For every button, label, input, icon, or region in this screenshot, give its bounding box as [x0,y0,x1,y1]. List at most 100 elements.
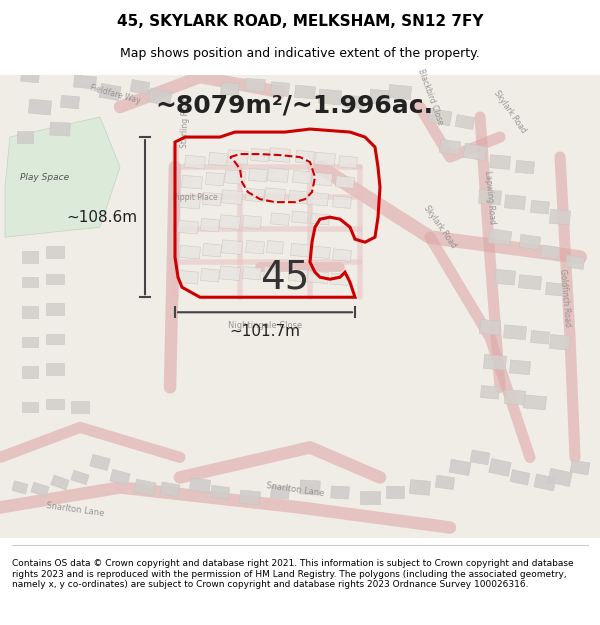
Bar [265,188,286,202]
Text: Fieldfare Way: Fieldfare Way [89,83,141,105]
Bar [570,460,590,475]
Bar [221,240,242,254]
Bar [90,454,110,471]
Bar [360,491,380,504]
Bar [335,176,355,188]
Bar [22,366,38,378]
Bar [46,399,64,409]
Bar [505,195,526,209]
Bar [523,395,547,410]
Bar [489,459,511,476]
Bar [346,96,364,109]
Bar [565,255,585,269]
Bar [296,151,314,164]
Bar [148,88,172,106]
Bar [311,213,329,225]
Bar [548,468,572,487]
Bar [428,108,452,126]
Bar [439,139,461,155]
Bar [463,143,487,161]
Bar [289,269,307,282]
Bar [293,171,311,184]
Bar [319,89,341,105]
Bar [46,363,64,376]
Bar [22,278,38,288]
Text: Skylark Road: Skylark Road [422,204,458,250]
Bar [455,114,475,129]
Bar [245,188,265,202]
Bar [540,245,560,259]
Bar [299,480,320,495]
Bar [509,360,530,374]
Bar [505,389,526,405]
Bar [220,215,241,229]
Bar [182,175,202,189]
Bar [206,173,224,186]
Bar [268,168,289,182]
Bar [61,95,79,109]
Bar [478,189,502,205]
Bar [28,99,52,115]
Bar [515,161,535,174]
Bar [269,148,290,162]
Bar [530,201,550,214]
Bar [386,486,404,499]
Bar [488,229,512,246]
Bar [308,271,328,284]
Bar [110,469,130,486]
Text: ~101.7m: ~101.7m [229,324,301,339]
Bar [46,274,64,284]
Bar [51,475,69,490]
Bar [209,152,227,166]
Bar [71,401,89,413]
Bar [17,131,33,143]
Bar [409,479,431,495]
Bar [449,459,471,476]
Bar [20,71,40,82]
Text: Skylark Road: Skylark Road [492,89,528,135]
Bar [22,402,38,412]
Bar [263,266,280,280]
Bar [331,273,349,286]
Bar [518,275,542,289]
Bar [479,319,500,335]
Bar [510,469,530,485]
Text: Nightingale Close: Nightingale Close [228,321,302,330]
Bar [314,152,335,166]
Bar [200,269,220,282]
Bar [185,155,205,169]
Bar [289,191,307,204]
Polygon shape [5,117,120,237]
Bar [134,479,156,496]
Bar [160,482,180,497]
Bar [331,486,349,499]
Text: Map shows position and indicative extent of the property.: Map shows position and indicative extent… [120,48,480,61]
Text: Goldfinch Road: Goldfinch Road [558,268,572,327]
Bar [74,75,97,89]
Bar [494,269,515,285]
Bar [310,246,331,259]
Bar [242,266,262,280]
Bar [22,251,38,263]
Bar [179,246,200,259]
Bar [308,192,328,206]
Bar [203,192,221,206]
Bar [189,478,211,493]
Bar [22,306,38,318]
Bar [99,83,121,101]
Text: Snarlton Lane: Snarlton Lane [265,481,325,498]
Bar [332,196,352,208]
Bar [179,195,200,209]
Bar [290,243,310,257]
Bar [22,338,38,348]
Bar [245,79,265,91]
Text: ~8079m²/~1.996ac.: ~8079m²/~1.996ac. [155,93,433,117]
Bar [534,474,556,491]
Bar [31,482,49,497]
Bar [46,303,64,315]
Bar [271,82,290,96]
Bar [550,334,571,350]
Bar [338,156,358,168]
Bar [242,216,262,229]
Bar [271,486,289,499]
